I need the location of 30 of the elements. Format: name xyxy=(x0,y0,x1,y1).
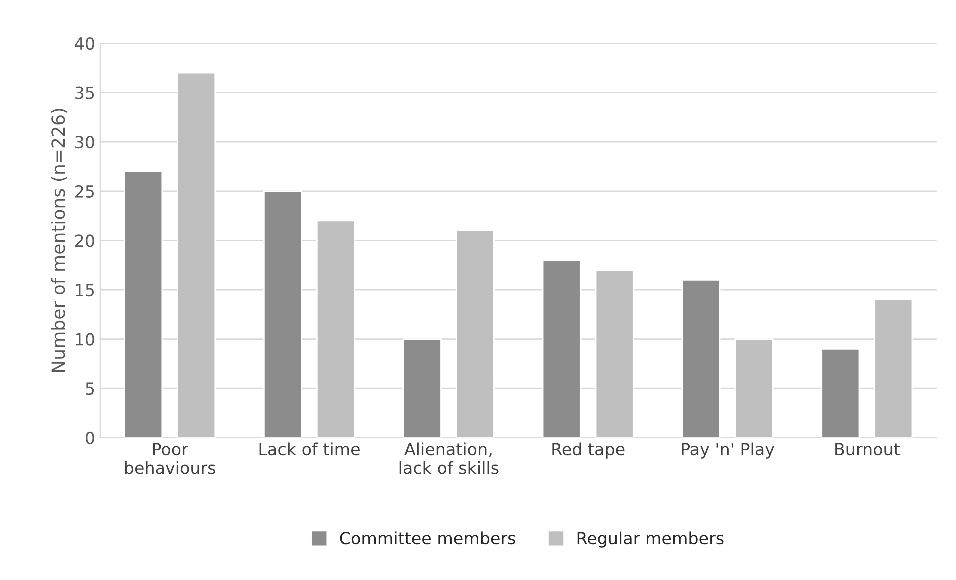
y-tick-label: 25 xyxy=(76,185,94,198)
legend-label: Committee members xyxy=(340,532,516,545)
y-axis-title: Number of mentions (n=226) xyxy=(51,109,68,372)
x-tick-label: Burnout xyxy=(836,443,900,456)
y-tick-label: 20 xyxy=(76,234,94,248)
bar xyxy=(316,220,356,438)
y-tick-label: 40 xyxy=(75,37,94,50)
x-tick-label: Red tape xyxy=(552,442,625,459)
y-tick-label: 15 xyxy=(76,284,94,297)
y-tick-label: 35 xyxy=(76,86,94,100)
bar xyxy=(682,279,721,438)
x-tick-label: Poor behaviours xyxy=(125,443,216,474)
bar xyxy=(264,190,303,438)
y-tick-label: 0 xyxy=(86,432,94,444)
bar xyxy=(124,170,164,438)
bar xyxy=(542,260,582,438)
bar xyxy=(821,348,860,438)
bar xyxy=(177,72,216,438)
bar xyxy=(595,270,634,438)
bar xyxy=(734,338,774,438)
x-tick-label: Alienation, lack of skills xyxy=(400,442,499,474)
x-tick-label: Lack of time xyxy=(260,442,360,456)
bar xyxy=(456,230,495,438)
y-tick-label: 5 xyxy=(86,382,94,396)
bar xyxy=(874,299,914,438)
bar xyxy=(402,338,442,438)
x-tick-label: Pay 'n' Play xyxy=(682,442,774,459)
y-tick-label: 10 xyxy=(76,333,94,346)
legend-label: Regular members xyxy=(578,532,724,548)
y-tick-label: 30 xyxy=(76,136,94,149)
